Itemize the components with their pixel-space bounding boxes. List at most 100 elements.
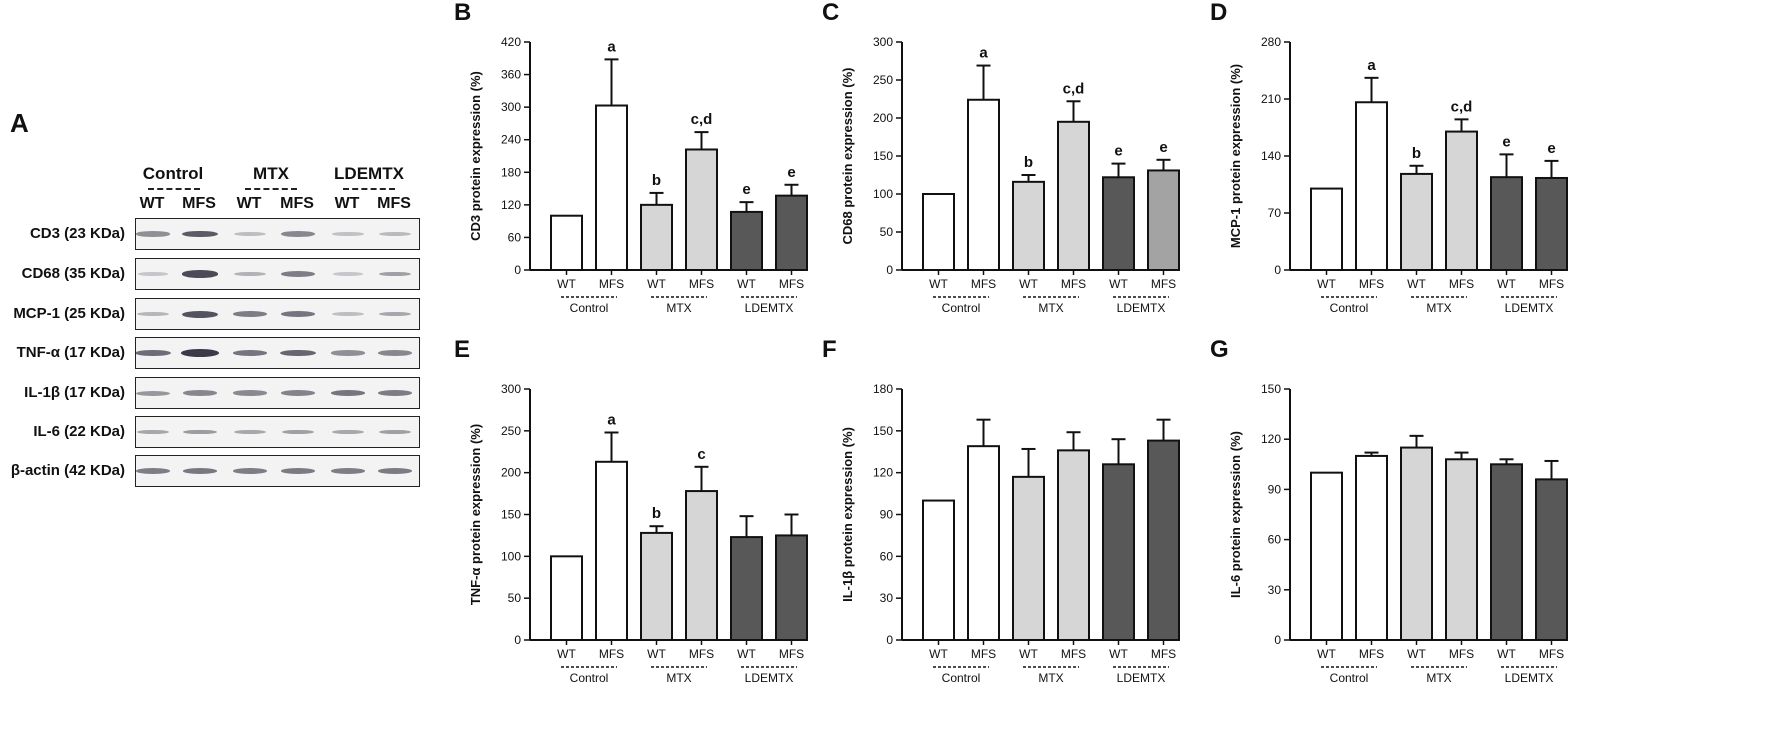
chart-b-group-label: MTX	[666, 301, 691, 315]
chart-e: E TNF-α protein expression (%) 0 50 100 150 20…	[454, 336, 808, 685]
chart-c-y-tick-label: 100	[873, 187, 893, 201]
chart-d-group-label: LDEMTX	[1505, 301, 1554, 315]
chart-b-significance-label: e	[742, 181, 750, 198]
blot-band	[136, 390, 170, 396]
chart-d-y-tick-label: 0	[1274, 263, 1281, 277]
chart-b-x-tick-label: MFS	[689, 277, 714, 291]
blot-group-control-dashes	[148, 188, 200, 190]
chart-g-x-tick-label: MFS	[1539, 647, 1564, 661]
blot-strip	[135, 377, 420, 409]
chart-c-bar	[1147, 169, 1180, 271]
blot-band	[330, 390, 366, 396]
blot-band	[182, 468, 218, 474]
blot-band	[137, 311, 169, 317]
chart-c-y-tick-label: 0	[886, 263, 893, 277]
chart-c-bar	[1057, 120, 1090, 271]
chart-c-y-tick-label: 300	[873, 35, 893, 49]
blot-band	[182, 230, 218, 238]
blot-band	[332, 272, 364, 276]
chart-b-bar	[640, 203, 673, 272]
chart-f-y-axis-title: IL-1β protein expression (%)	[840, 427, 855, 602]
chart-d-y-axis-title: MCP-1 protein expression (%)	[1228, 64, 1243, 248]
chart-e-x-tick-label: WT	[647, 647, 666, 661]
blot-band	[233, 390, 267, 396]
blot-band	[136, 231, 170, 237]
blot-band	[332, 312, 364, 316]
blot-group-ldemtx-dashes	[343, 188, 395, 190]
chart-g-x-tick-label: WT	[1497, 647, 1516, 661]
chart-g-bar	[1445, 458, 1478, 641]
chart-c-x-tick-label: MFS	[1151, 277, 1176, 291]
chart-d-bar	[1490, 176, 1523, 272]
chart-c: C CD68 protein expression (%) 0 50 100 150 200…	[822, 0, 1180, 315]
chart-f-bar	[922, 499, 955, 641]
chart-c-significance-label: b	[1024, 154, 1033, 171]
chart-c-x-tick-label: WT	[929, 277, 948, 291]
blot-strip	[135, 258, 420, 290]
chart-e-bar	[595, 460, 628, 642]
chart-b-y-axis-title: CD3 protein expression (%)	[468, 71, 483, 241]
chart-f-y-tick-label: 120	[873, 466, 893, 480]
chart-e-group-label: Control	[570, 671, 609, 685]
blot-band	[281, 429, 315, 435]
blot-band	[183, 429, 217, 435]
chart-b-bar	[685, 148, 718, 271]
chart-d-y-tick-label: 140	[1261, 149, 1281, 163]
chart-c-significance-label: c,d	[1063, 80, 1085, 97]
chart-e-x-tick-label: MFS	[689, 647, 714, 661]
blot-lane-label: MFS	[280, 195, 314, 212]
chart-g-y-axis-title: IL-6 protein expression (%)	[1228, 431, 1243, 598]
chart-e-y-tick-label: 150	[501, 508, 521, 522]
chart-b-y-tick-label: 240	[501, 133, 521, 147]
chart-b-y-tick-label: 0	[514, 263, 521, 277]
blot-band	[378, 311, 412, 317]
chart-f-bar	[967, 445, 1000, 641]
blot-band	[379, 232, 411, 236]
chart-c-y-tick-label: 50	[880, 225, 894, 239]
chart-f-x-tick-label: WT	[929, 647, 948, 661]
chart-f-group-label: LDEMTX	[1117, 671, 1166, 685]
blot-band	[181, 349, 219, 357]
blot-band	[280, 349, 316, 357]
chart-b-significance-label: e	[787, 164, 795, 181]
chart-e-y-tick-label: 250	[501, 424, 521, 438]
chart-f-x-tick-label: MFS	[971, 647, 996, 661]
chart-g-y-tick-label: 30	[1268, 583, 1282, 597]
blot-group-mtx: MTX	[253, 164, 289, 183]
chart-b-significance-label: b	[652, 172, 661, 189]
blot-strip	[135, 298, 420, 330]
chart-e-significance-label: b	[652, 505, 661, 522]
chart-c-bar	[922, 193, 955, 271]
chart-g-bar	[1490, 463, 1523, 641]
blot-band	[332, 232, 364, 236]
chart-c-group-label: MTX	[1038, 301, 1063, 315]
chart-d-bar	[1310, 187, 1343, 271]
chart-f-x-tick-label: MFS	[1061, 647, 1086, 661]
chart-f-bar	[1057, 449, 1090, 641]
chart-f: F IL-1β protein expression (%) 0 30 60 90 120 1…	[822, 336, 1180, 685]
chart-c-bar	[1012, 180, 1045, 271]
blot-band	[377, 468, 413, 474]
blot-band	[330, 468, 366, 474]
chart-b-panel-letter: B	[454, 0, 471, 26]
blot-band	[135, 349, 171, 357]
chart-e-x-tick-label: WT	[737, 647, 756, 661]
blot-band	[136, 429, 170, 435]
chart-e-group-label: LDEMTX	[745, 671, 794, 685]
chart-f-group-label: Control	[942, 671, 981, 685]
chart-e-bar	[685, 490, 718, 641]
chart-f-y-tick-label: 0	[886, 633, 893, 647]
chart-f-x-tick-label: MFS	[1151, 647, 1176, 661]
blot-row-label: CD3 (23 KDa)	[29, 225, 125, 242]
chart-g-x-tick-label: MFS	[1359, 647, 1384, 661]
blot-group-control: Control	[142, 164, 204, 183]
blot-band	[135, 468, 171, 474]
chart-c-x-tick-label: MFS	[1061, 277, 1086, 291]
chart-b-y-tick-label: 300	[501, 100, 521, 114]
chart-f-group-label: MTX	[1038, 671, 1063, 685]
blot-lane-label: WT	[334, 195, 360, 212]
chart-d-x-tick-label: MFS	[1449, 277, 1474, 291]
chart-f-y-tick-label: 180	[873, 382, 893, 396]
chart-b-bar	[550, 214, 583, 271]
chart-b-significance-label: a	[607, 38, 616, 55]
